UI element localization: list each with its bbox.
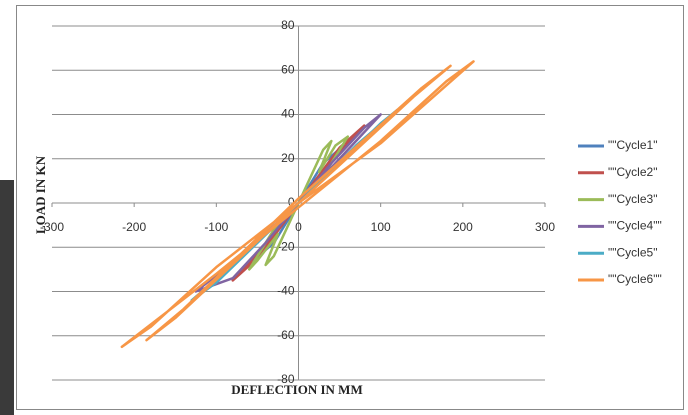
y-tick-label: -40: [277, 284, 295, 298]
chart-border: [16, 5, 684, 410]
background-photo-edge: [0, 180, 14, 415]
y-tick-label: -60: [277, 328, 295, 342]
y-tick-label: 60: [281, 62, 295, 76]
x-tick-label: 0: [295, 220, 302, 234]
y-tick-label: -20: [277, 239, 295, 253]
legend-label: ""Cycle3": [608, 192, 657, 206]
legend-label: ""Cycle6"": [608, 272, 662, 286]
x-tick-label: -100: [204, 220, 228, 234]
x-tick-label: -300: [40, 220, 64, 234]
y-tick-label: 0: [288, 195, 295, 209]
y-tick-label: 80: [281, 18, 295, 32]
x-tick-label: -200: [122, 220, 146, 234]
series-line: [194, 113, 382, 293]
x-tick-label: 300: [535, 220, 555, 234]
x-tick-label: 200: [453, 220, 473, 234]
series-line: [120, 60, 475, 349]
legend-label: ""Cycle5": [608, 245, 657, 259]
y-tick-label: -80: [277, 372, 295, 386]
y-tick-label: 20: [281, 151, 295, 165]
legend-label: ""Cycle4"": [608, 219, 662, 233]
legend-label: ""Cycle2": [608, 165, 657, 179]
x-axis-label: DEFLECTION IN MM: [231, 382, 362, 397]
x-tick-label: 100: [371, 220, 391, 234]
legend-label: ""Cycle1": [608, 138, 657, 152]
y-tick-label: 40: [281, 107, 295, 121]
y-axis-label: LOAD IN KN: [33, 155, 48, 234]
